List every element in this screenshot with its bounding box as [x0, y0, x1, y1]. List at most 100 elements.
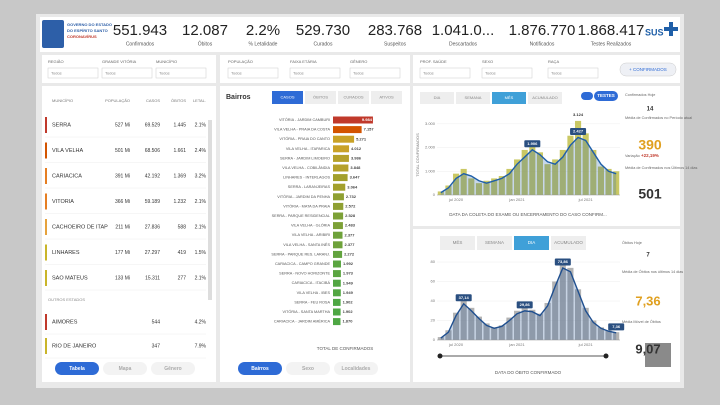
category-label: VITÓRIA - JARDIM CAMBURI: [279, 117, 330, 122]
bar: [475, 183, 482, 195]
bar: [491, 178, 498, 195]
category-label: VILA VELHA - ARIBIRI: [292, 233, 330, 237]
tab-label[interactable]: CURADOS: [343, 95, 363, 100]
logo-text: DO ESPÍRITO SANTO: [67, 28, 108, 33]
cell: 1.232: [173, 199, 186, 205]
tab-button-label[interactable]: Mapa: [119, 366, 132, 372]
tab-button-label[interactable]: Localidades: [342, 366, 371, 372]
filter-box[interactable]: [481, 67, 533, 79]
cell: 366 Mi: [115, 199, 130, 205]
line: [440, 267, 617, 339]
cell: AIMORES: [52, 319, 78, 325]
stat-value: +22,19%: [641, 153, 659, 158]
tab[interactable]: [305, 91, 336, 104]
x-tick-label: jul 2021: [578, 342, 594, 347]
tab-label[interactable]: CASOS: [280, 95, 294, 100]
filter-box[interactable]: [47, 67, 99, 79]
tab-label[interactable]: ÓBITOS: [313, 95, 328, 100]
filter-box[interactable]: [101, 67, 153, 79]
tab-button-label[interactable]: Bairros: [251, 366, 269, 372]
tab-label[interactable]: SEMANA: [465, 95, 482, 100]
tab-button[interactable]: [286, 362, 330, 375]
tab-label[interactable]: DIA: [434, 95, 441, 100]
category-label: SERRA - PARQUE RES. LARANJ.: [271, 252, 330, 256]
kpi-value: 1.868.417: [578, 22, 645, 39]
filter-value[interactable]: Todos: [485, 71, 496, 76]
filter-label: RAÇA: [548, 59, 559, 64]
category-label: SERRA - PARQUE RESIDENCIAL: [272, 214, 330, 218]
tab-button[interactable]: [238, 362, 282, 375]
tab-label[interactable]: SEMANA: [485, 240, 504, 245]
toggle-label[interactable]: TESTES: [597, 93, 615, 98]
filter-box[interactable]: [419, 67, 471, 79]
filter-value[interactable]: Todos: [159, 71, 170, 76]
tab-button[interactable]: [151, 362, 195, 375]
tab-button[interactable]: [103, 362, 147, 375]
filter-label: GRANDE VITÓRIA: [102, 59, 137, 64]
value-label: 2.377: [345, 232, 356, 237]
cell: 27.297: [145, 250, 161, 256]
tab[interactable]: [551, 236, 586, 250]
tab-button[interactable]: [334, 362, 378, 375]
cell: 544: [152, 319, 161, 325]
tab[interactable]: [492, 92, 526, 104]
filter-button[interactable]: [619, 62, 677, 77]
filter-box[interactable]: [547, 67, 599, 79]
slider-handle[interactable]: [603, 353, 609, 359]
filter-value[interactable]: Todos: [51, 71, 62, 76]
tab-label[interactable]: ACUMULADO: [554, 240, 583, 245]
tab[interactable]: [272, 91, 303, 104]
value-label: 3.064: [347, 184, 358, 189]
bar: [475, 316, 482, 340]
value-label: 29,86: [520, 302, 531, 307]
tab-label[interactable]: MÊS: [505, 95, 514, 100]
filter-value[interactable]: Todos: [105, 71, 116, 76]
toggle-label-box[interactable]: [594, 91, 618, 101]
bar: [613, 171, 620, 195]
kpi-value: 1.876.770: [509, 22, 576, 39]
tab-label[interactable]: MÊS: [453, 238, 463, 245]
tab[interactable]: [528, 92, 562, 104]
filter-box[interactable]: [227, 67, 279, 79]
filter-box[interactable]: [289, 67, 341, 79]
toggle[interactable]: [581, 92, 593, 100]
tab[interactable]: [338, 91, 369, 104]
tab-button[interactable]: [55, 362, 99, 375]
bar: [521, 307, 528, 340]
cell: 15.311: [145, 275, 160, 281]
tab-button-label[interactable]: Sexo: [302, 366, 314, 372]
cell: 588: [178, 224, 187, 230]
tab-button-label[interactable]: Gênero: [164, 366, 182, 372]
logo: [42, 20, 64, 48]
filter-box[interactable]: [349, 67, 401, 79]
column-header: LETAL.: [193, 98, 206, 103]
bar: [333, 231, 343, 239]
tab-label[interactable]: ACUMULADO: [532, 95, 558, 100]
kpi-label: Óbitos: [198, 40, 213, 47]
filter-value[interactable]: Todos: [231, 71, 242, 76]
value-label: 7,36: [612, 324, 621, 329]
axis-title: DATA DA COLETA DO EXAME OU ENCERRAMENTO …: [449, 212, 606, 217]
tab-button-label[interactable]: Tabela: [69, 366, 85, 372]
filter-value[interactable]: Todos: [293, 71, 304, 76]
filter-button-label[interactable]: + CONFIRMADOS: [629, 67, 667, 72]
x-tick-label: jan 2021: [508, 197, 525, 202]
cell: 59.189: [145, 199, 161, 205]
cell: 2.4%: [195, 148, 207, 154]
filter-value[interactable]: Todos: [551, 71, 562, 76]
filter-box[interactable]: [155, 67, 207, 79]
y-tick-label: 80: [431, 259, 436, 264]
tab[interactable]: [456, 92, 490, 104]
tab[interactable]: [420, 92, 454, 104]
tab[interactable]: [440, 236, 475, 250]
tab-label[interactable]: DIA: [528, 240, 536, 245]
cell: CARIACICA: [52, 173, 82, 179]
bar: [460, 168, 467, 195]
filter-value[interactable]: Todos: [353, 71, 364, 76]
tab[interactable]: [371, 91, 402, 104]
tab-label[interactable]: ATIVOS: [379, 95, 394, 100]
tab[interactable]: [477, 236, 512, 250]
slider-handle[interactable]: [437, 353, 443, 359]
tab[interactable]: [514, 236, 549, 250]
filter-value[interactable]: Todos: [423, 71, 434, 76]
